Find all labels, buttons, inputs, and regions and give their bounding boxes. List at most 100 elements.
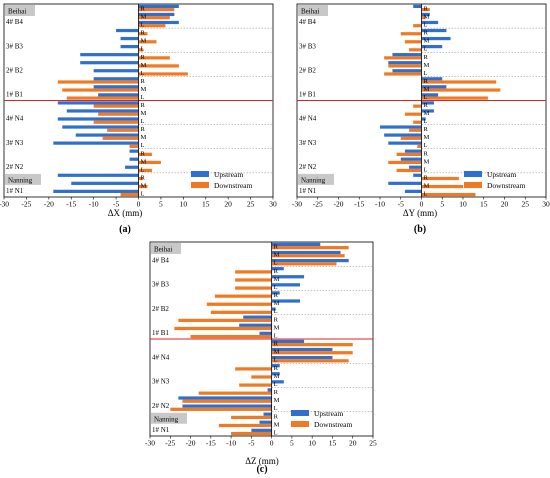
bar-downstream	[239, 383, 272, 387]
level-label: L	[141, 142, 145, 149]
bar-upstream	[271, 339, 305, 344]
bar-upstream	[239, 323, 272, 327]
legend-label: Downstream	[487, 181, 525, 190]
bar-upstream	[271, 372, 280, 376]
bar-downstream	[271, 351, 353, 355]
level-label: L	[274, 332, 278, 339]
bar-upstream	[409, 165, 422, 169]
bar-downstream	[271, 254, 345, 258]
x-tick-label: -5	[113, 200, 119, 209]
x-tick-label: 5	[440, 200, 444, 209]
bar-upstream	[129, 157, 139, 161]
level-label: L	[141, 118, 145, 125]
bar-upstream	[80, 53, 139, 57]
x-tick-label: -20	[334, 200, 344, 209]
bar-upstream	[120, 36, 139, 41]
bar-upstream	[178, 396, 272, 400]
level-label: M	[274, 324, 280, 331]
legend-label: Upstream	[214, 170, 243, 179]
bar-downstream	[138, 56, 170, 60]
bar-upstream	[271, 258, 349, 263]
group-label: 2# B2	[299, 66, 316, 74]
bar-downstream	[170, 407, 272, 411]
bar-downstream	[231, 415, 272, 420]
level-label: L	[274, 284, 278, 291]
level-label: R	[141, 126, 146, 133]
bar-upstream	[421, 36, 451, 41]
bar-downstream	[138, 72, 188, 76]
bar-upstream	[421, 77, 443, 81]
x-tick-label: -10	[226, 439, 236, 448]
group-label: 1# N1	[299, 187, 317, 195]
bar-upstream	[71, 181, 139, 185]
bar-downstream	[417, 144, 422, 148]
x-axis-label: ΔZ (mm)	[245, 456, 279, 466]
x-tick-label: -25	[313, 200, 323, 209]
x-tick-label: 15	[202, 200, 210, 209]
bar-upstream	[271, 267, 284, 271]
bar-upstream	[400, 157, 422, 161]
x-tick-label: -25	[21, 200, 31, 209]
level-label: R	[424, 126, 429, 133]
group-label: 3# N3	[152, 378, 170, 386]
group-label: 4# B4	[152, 256, 169, 264]
group-label: 2# B2	[152, 305, 169, 313]
chart-panel-1: Beihai Nanning 4# B4 3# B3 2# B2 1# B1 4# N4 3#…	[0, 3, 277, 235]
bar-upstream	[259, 331, 272, 335]
bar-downstream	[384, 72, 422, 76]
group-label: 2# N2	[152, 402, 170, 410]
level-label: R	[141, 78, 146, 85]
bar-upstream	[421, 45, 443, 49]
x-tick-label: 15	[329, 439, 337, 448]
x-tick-label: -20	[186, 439, 196, 448]
x-tick-label: 0	[420, 200, 424, 209]
bar-upstream	[138, 20, 179, 25]
bar-downstream	[57, 80, 139, 84]
bar-upstream	[421, 93, 439, 97]
x-tick-label: 15	[480, 200, 488, 209]
bar-downstream	[138, 64, 179, 68]
bar-downstream	[235, 367, 272, 371]
group-label: 2# B2	[6, 66, 23, 74]
legend-label: Upstream	[487, 170, 516, 179]
legend-label: Upstream	[314, 409, 343, 418]
group-label: 1# B1	[6, 91, 23, 99]
x-tick-label: 5	[159, 200, 163, 209]
x-tick-label: 0	[270, 439, 274, 448]
bar-upstream	[404, 149, 422, 153]
group-label: 1# N1	[6, 187, 24, 195]
bar-downstream	[210, 310, 272, 314]
level-label: L	[424, 190, 428, 197]
level-label: L	[424, 166, 428, 173]
group-label: 4# B4	[299, 18, 316, 26]
x-tick-label: -15	[66, 200, 76, 209]
bar-downstream	[413, 104, 422, 108]
x-axis-label: ΔX (mm)	[108, 208, 143, 218]
bar-downstream	[206, 302, 272, 306]
group-label: 1# B1	[152, 329, 169, 337]
panel-label: (b)	[414, 224, 426, 235]
bar-upstream	[271, 347, 333, 352]
level-label: L	[141, 190, 145, 197]
level-label: M	[274, 421, 280, 428]
group-label: 4# N4	[152, 353, 170, 361]
bar-downstream	[138, 160, 161, 165]
bar-downstream	[421, 16, 426, 20]
bar-upstream	[421, 117, 426, 121]
bar-downstream	[421, 80, 497, 84]
legend-swatch	[291, 421, 309, 427]
level-label: M	[141, 110, 147, 117]
level-label: M	[424, 62, 430, 69]
bar-upstream	[271, 291, 280, 295]
x-tick-label: 25	[247, 200, 255, 209]
bar-upstream	[116, 28, 139, 33]
bar-downstream	[235, 270, 272, 274]
bar-downstream	[404, 40, 422, 44]
group-label: 4# N4	[299, 115, 317, 123]
x-tick-label: 10	[459, 200, 467, 209]
bar-upstream	[57, 101, 139, 105]
city-label-box-top	[5, 5, 35, 16]
bar-upstream	[93, 85, 139, 89]
level-label: R	[274, 268, 279, 275]
panel-label: (c)	[256, 464, 267, 475]
